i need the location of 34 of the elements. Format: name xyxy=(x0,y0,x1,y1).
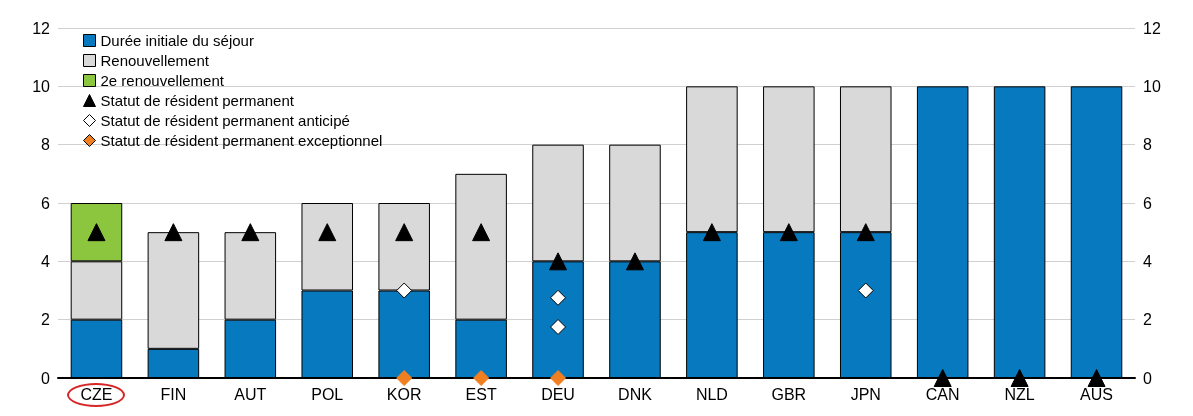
legend-label: Durée initiale du séjour xyxy=(100,32,254,49)
legend-label: Statut de résident permanent xyxy=(100,92,295,109)
x-tick-label: POL xyxy=(311,385,344,403)
y-tick-label: 12 xyxy=(32,19,51,37)
y-tick-label: 4 xyxy=(41,252,51,270)
y-tick-label: 6 xyxy=(41,194,51,212)
y2-tick-label: 2 xyxy=(1143,311,1152,329)
y2-tick-label: 0 xyxy=(1143,369,1152,387)
x-tick-label: NZL xyxy=(1004,385,1035,403)
x-tick-label: CZE xyxy=(80,385,113,403)
legend-label: Statut de résident permanent anticipé xyxy=(100,112,350,129)
x-tick-label: AUT xyxy=(234,385,267,403)
x-tick-label: KOR xyxy=(386,385,422,403)
x-tick-label: AUS xyxy=(1080,385,1113,403)
x-tick-label: EST xyxy=(465,385,497,403)
x-tick-label: DEU xyxy=(541,385,575,403)
x-tick-label: GBR xyxy=(771,385,807,403)
legend-label: Renouvellement xyxy=(100,52,210,69)
y2-tick-label: 8 xyxy=(1143,136,1152,154)
legend-label: 2e renouvellement xyxy=(100,72,225,89)
x-tick-label: FIN xyxy=(160,385,187,403)
x-tick-label: DNK xyxy=(618,385,653,403)
y2-tick-label: 6 xyxy=(1143,194,1152,212)
legend-label: Statut de résident permanent exceptionnel xyxy=(100,132,383,149)
y-tick-label: 2 xyxy=(41,311,51,329)
y2-tick-label: 4 xyxy=(1143,252,1152,270)
y-tick-label: 0 xyxy=(41,369,51,387)
y2-tick-label: 10 xyxy=(1143,77,1161,95)
y-tick-label: 10 xyxy=(32,77,51,95)
y-tick-label: 8 xyxy=(41,136,51,154)
x-tick-label: JPN xyxy=(850,385,881,403)
y2-tick-label: 12 xyxy=(1143,19,1161,37)
x-tick-label: CAN xyxy=(925,385,960,403)
x-tick-label: NLD xyxy=(695,385,728,403)
